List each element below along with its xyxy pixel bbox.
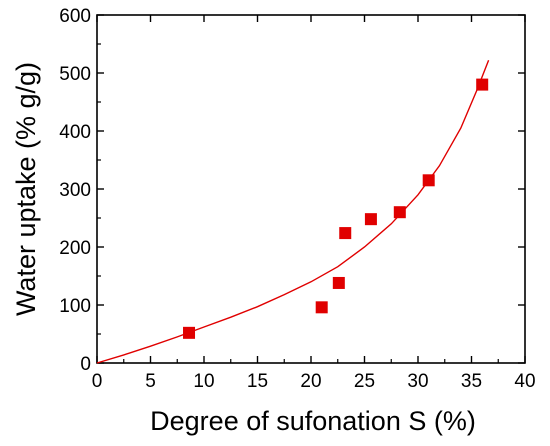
y-tick-label: 400 bbox=[59, 122, 91, 143]
data-point bbox=[476, 78, 489, 91]
plot-frame bbox=[96, 14, 526, 364]
x-tick-label: 30 bbox=[407, 371, 428, 392]
data-point bbox=[315, 301, 328, 314]
x-tick-label: 5 bbox=[145, 371, 156, 392]
y-tick-label: 100 bbox=[59, 296, 91, 317]
x-tick-label: 20 bbox=[300, 371, 321, 392]
fit-curve-line bbox=[96, 59, 490, 364]
y-tick-label: 200 bbox=[59, 238, 91, 259]
data-point bbox=[422, 174, 435, 187]
data-point bbox=[332, 276, 345, 289]
x-tick-label: 0 bbox=[92, 371, 103, 392]
x-tick-label: 25 bbox=[354, 371, 375, 392]
x-axis-title: Degree of sufonation S (%) bbox=[150, 406, 476, 436]
data-point bbox=[364, 213, 377, 226]
x-tick-label: 10 bbox=[193, 371, 214, 392]
data-point bbox=[183, 326, 196, 339]
y-tick-label: 300 bbox=[59, 180, 91, 201]
x-tick-label: 35 bbox=[461, 371, 482, 392]
y-tick-label: 500 bbox=[59, 64, 91, 85]
data-point bbox=[393, 206, 406, 219]
y-tick-label: 0 bbox=[80, 354, 91, 375]
data-point bbox=[339, 227, 352, 240]
y-axis-title: Water uptake (% g/g) bbox=[11, 62, 41, 316]
y-tick-label: 600 bbox=[59, 6, 91, 27]
x-tick-label: 40 bbox=[514, 371, 535, 392]
x-tick-label: 15 bbox=[247, 371, 268, 392]
